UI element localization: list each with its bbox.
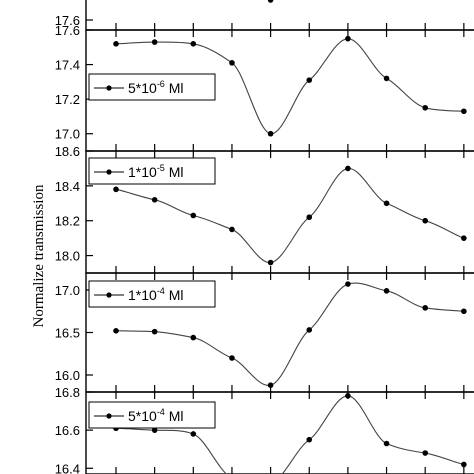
data-point [151,197,158,203]
y-tick-label: 17.2 [55,92,80,107]
y-tick-label: 16.5 [55,326,80,341]
data-point [267,130,274,137]
panel-frame [85,0,474,31]
panel-2: 17.0 17.2 17.4 17.6 5*10-6 Ml [55,23,474,152]
data-point [151,328,158,335]
data-point [461,461,467,468]
data-point [190,41,197,47]
data-point [190,431,197,437]
data-point [229,355,235,361]
data-point [422,450,429,456]
data-point [345,393,351,399]
data-point [345,35,351,42]
y-tick-label: 17.6 [55,23,80,38]
y-tick-label: 16.0 [55,368,80,383]
legend-label: 5*10-6 Ml [128,79,184,96]
data-point [383,75,390,82]
data-point [306,436,313,443]
y-tick-label: 17.4 [55,58,80,73]
data-point [461,308,467,315]
data-point [383,200,390,207]
data-point [306,214,313,221]
panel-3: 18.0 18.2 18.4 18.6 1*10-5 Ml [55,144,474,274]
legend-label: 5*10-4 Ml [128,407,184,424]
legend-label: 1*10-4 Ml [128,286,184,303]
data-point [151,427,158,433]
data-point [422,217,429,224]
y-axis-label: Normalize transmission [31,184,47,327]
y-tick-label: 16.6 [55,423,80,438]
fit-curve [115,167,465,264]
y-tick-label: 18.0 [55,249,80,264]
legend-marker [106,292,112,298]
y-tick-label: 18.4 [55,179,80,194]
panel-4: 16.0 16.5 17.0 1*10-4 Ml [55,272,474,393]
data-point [113,41,119,47]
data-point [461,108,467,115]
legend-marker [106,413,112,419]
y-tick-label: 17.6 [55,13,80,28]
legend-marker [106,169,112,175]
y-tick-label: 16.8 [55,385,80,400]
data-point [422,104,429,111]
data-point [267,382,274,389]
panel-frame [85,391,474,474]
fit-curve [115,38,464,135]
data-point [267,0,274,3]
data-point [461,235,467,241]
y-tick-label: 16.4 [55,461,80,474]
fit-curve [115,282,464,386]
data-point [345,165,351,172]
data-point [422,305,429,311]
data-point [345,281,351,287]
legend-label: 1*10-5 Ml [128,163,184,180]
data-point [383,288,390,294]
data-point [229,226,235,233]
data-point [113,328,119,334]
data-point [306,77,313,83]
data-point [190,212,197,219]
data-point [267,259,274,266]
data-point [113,186,119,193]
data-point [383,440,390,447]
data-point [190,334,197,341]
fit-curve [115,395,464,474]
data-point [306,327,313,333]
y-tick-label: 18.2 [55,214,80,229]
y-tick-label: 17.0 [55,127,80,142]
data-point [229,60,235,66]
y-tick-label: 17.0 [55,283,80,298]
panel-5: 16.4 16.6 16.8 5*10-4 Ml [55,385,474,474]
y-tick-label: 18.6 [55,144,80,159]
legend-marker [106,85,112,91]
data-point [151,39,158,45]
panel-1: 17.6 [55,0,474,31]
